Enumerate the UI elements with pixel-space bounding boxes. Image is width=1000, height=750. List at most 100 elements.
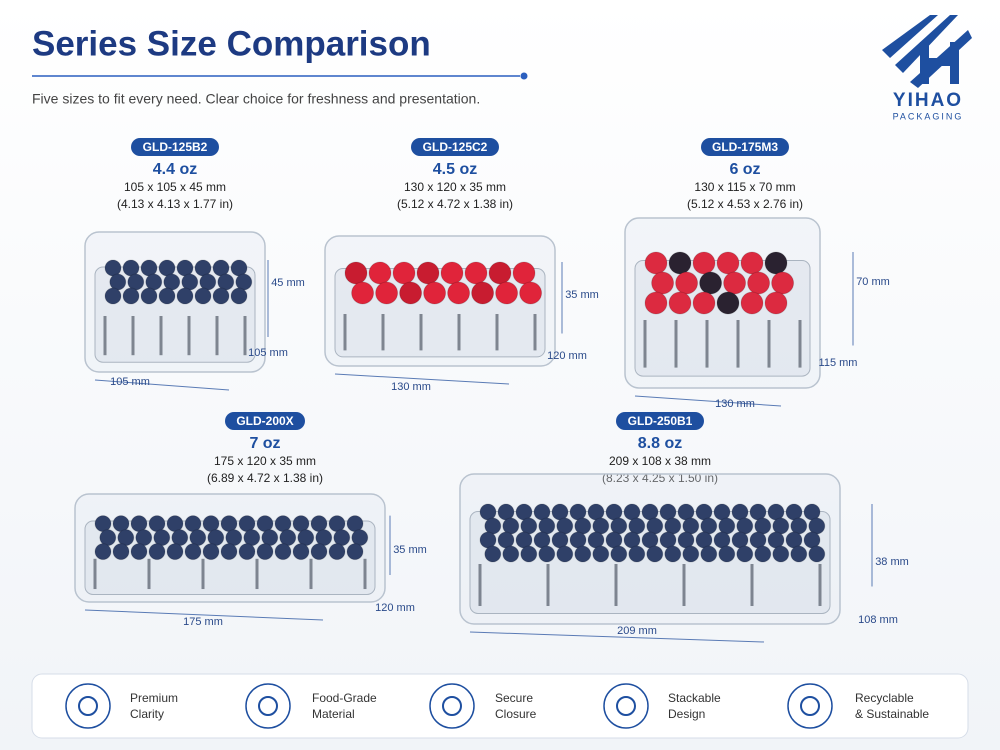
dims-mm: 175 x 120 x 35 mm <box>214 454 316 468</box>
height-label: 70 mm <box>856 276 890 288</box>
berry <box>104 287 122 305</box>
berry <box>556 545 574 563</box>
berry <box>747 271 771 295</box>
width-dim <box>94 379 230 391</box>
width-label: 209 mm <box>617 625 657 637</box>
dims-mm: 209 x 108 x 38 mm <box>609 454 711 468</box>
berry <box>130 543 148 561</box>
berry <box>764 251 788 275</box>
berry <box>158 287 176 305</box>
feature-label: Secure <box>495 691 533 705</box>
width-label: 105 mm <box>110 376 150 388</box>
title: Series Size Comparison <box>32 24 431 63</box>
feature-icon-glyph <box>442 696 462 716</box>
berry <box>538 545 556 563</box>
width-dim <box>334 373 510 385</box>
feature-icon-glyph <box>800 696 820 716</box>
product-card: GLD-125C2 4.5 oz 130 x 120 x 35 mm (5.12 x … <box>324 138 599 393</box>
dims-in: (5.12 x 4.53 x 2.76 in) <box>687 197 803 211</box>
feature-label: Material <box>312 707 355 721</box>
berry <box>202 543 220 561</box>
width-dim <box>634 395 782 407</box>
dims-mm: 105 x 105 x 45 mm <box>124 180 226 194</box>
berry <box>344 261 368 285</box>
berry <box>484 545 502 563</box>
berry <box>112 543 130 561</box>
model: GLD-175M3 <box>712 140 778 154</box>
model-pill <box>225 412 305 430</box>
height-label: 35 mm <box>393 544 427 556</box>
berry <box>140 287 158 305</box>
product-card: GLD-125B2 4.4 oz 105 x 105 x 45 mm (4.13 x … <box>84 138 305 391</box>
berry <box>256 543 274 561</box>
berry <box>310 543 328 561</box>
berry <box>692 251 716 275</box>
dims-mm: 130 x 115 x 70 mm <box>694 180 795 194</box>
model-pill <box>131 138 219 156</box>
berry <box>416 261 440 285</box>
depth-label: 120 mm <box>547 350 587 362</box>
feature-label: Design <box>668 707 705 721</box>
capacity: 7 oz <box>249 435 280 452</box>
berry <box>148 543 166 561</box>
berry <box>682 545 700 563</box>
berry <box>790 545 808 563</box>
model: GLD-125B2 <box>143 140 208 154</box>
logo-name: YIHAO <box>893 90 963 111</box>
berry <box>512 261 536 285</box>
dims-in: (6.89 x 4.72 x 1.38 in) <box>207 471 323 485</box>
feature-icon <box>429 683 475 729</box>
berry <box>664 545 682 563</box>
feature-icon <box>65 683 111 729</box>
berry <box>423 281 447 305</box>
feature-icon <box>245 683 291 729</box>
dims-in: (4.13 x 4.13 x 1.77 in) <box>117 197 233 211</box>
depth-label: 115 mm <box>819 357 858 369</box>
berry <box>238 543 256 561</box>
feature-label: & Sustainable <box>855 707 929 721</box>
feature-label: Premium <box>130 691 178 705</box>
width-label: 130 mm <box>715 398 755 410</box>
subtitle: Five sizes to fit every need. Clear choi… <box>32 91 480 107</box>
berry <box>668 291 692 315</box>
berry <box>440 261 464 285</box>
berry <box>464 261 488 285</box>
berry <box>574 545 592 563</box>
berry <box>644 251 668 275</box>
product-card: GLD-175M3 6 oz 130 x 115 x 70 mm (5.12 x 4.… <box>624 138 890 410</box>
berry <box>495 281 519 305</box>
berry <box>771 271 795 295</box>
feature-icon-glyph <box>78 696 98 716</box>
berry <box>392 261 416 285</box>
width-dim <box>84 609 324 621</box>
berry <box>230 287 248 305</box>
title-rule-dot <box>520 72 528 80</box>
berry <box>700 545 718 563</box>
model: GLD-125C2 <box>423 140 488 154</box>
logo-tagline: PACKAGING <box>893 111 964 121</box>
berry <box>754 545 772 563</box>
capacity: 4.4 oz <box>153 161 197 178</box>
berry <box>675 271 699 295</box>
logo-mark <box>882 15 972 88</box>
height-label: 35 mm <box>565 289 599 301</box>
berry <box>94 543 112 561</box>
model-pill <box>616 412 704 430</box>
berry <box>447 281 471 305</box>
berry <box>740 291 764 315</box>
berry <box>399 281 423 305</box>
berry <box>274 543 292 561</box>
berry <box>668 251 692 275</box>
berry <box>122 287 140 305</box>
berry <box>346 543 364 561</box>
feature-label: Recyclable <box>855 691 914 705</box>
berry <box>740 251 764 275</box>
feature-icon <box>603 683 649 729</box>
model-pill <box>701 138 789 156</box>
feature-icon-glyph <box>258 696 278 716</box>
feature-label: Closure <box>495 707 537 721</box>
berry <box>176 287 194 305</box>
depth-label: 108 mm <box>858 614 898 626</box>
berry <box>718 545 736 563</box>
